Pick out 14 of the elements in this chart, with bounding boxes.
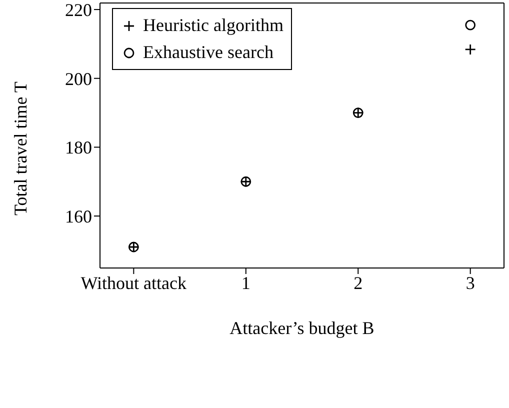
y-tick-label: 200 bbox=[65, 68, 92, 89]
y-tick-label: 160 bbox=[65, 206, 92, 226]
x-tick-label: 3 bbox=[466, 272, 475, 293]
x-tick-label: 1 bbox=[241, 272, 250, 293]
point bbox=[465, 20, 476, 30]
legend-label: Exhaustive search bbox=[143, 41, 274, 64]
point bbox=[464, 44, 476, 56]
x-axis-title: Attacker’s budget B bbox=[230, 318, 374, 338]
y-axis-title: Total travel time T bbox=[10, 82, 30, 216]
y-tick-label: 180 bbox=[65, 138, 92, 158]
x-tick-label: 2 bbox=[354, 272, 363, 293]
y-tick-label: 220 bbox=[65, 0, 92, 20]
x-tick-label: Without attack bbox=[80, 272, 187, 293]
legend-label: Heuristic algorithm bbox=[143, 14, 284, 37]
